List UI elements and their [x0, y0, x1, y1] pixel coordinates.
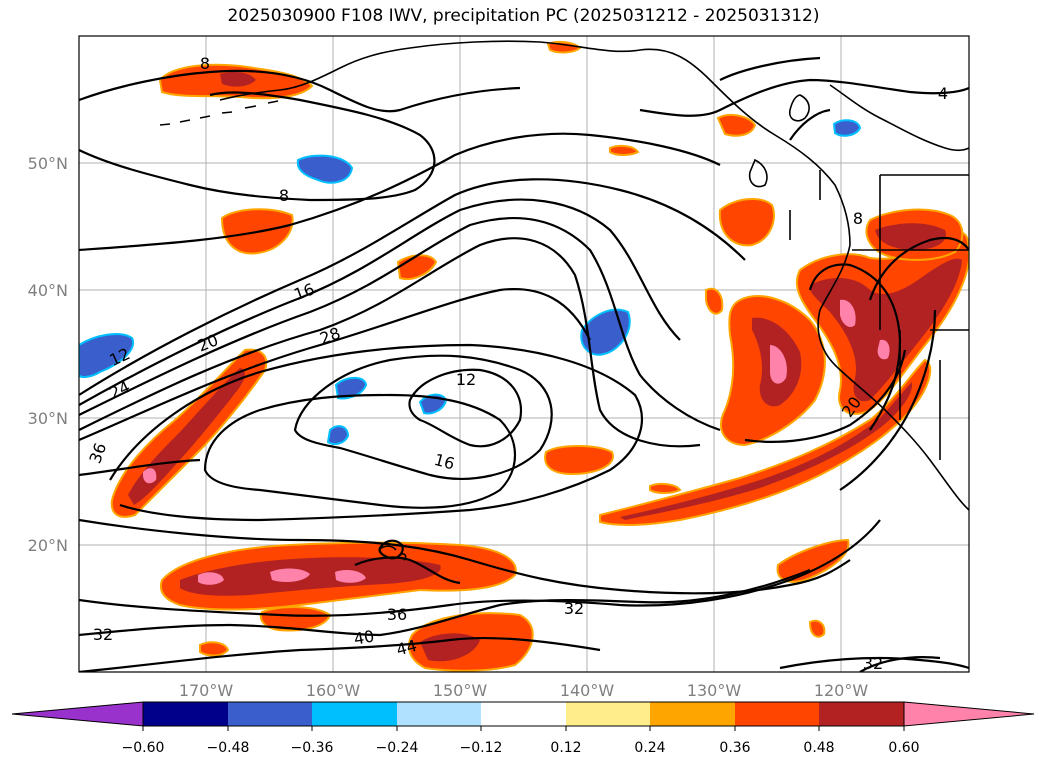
- colorbar-tick-label: −0.24: [376, 740, 419, 756]
- colorbar-tick-label: 0.36: [719, 740, 750, 756]
- lon-label: 140°W: [560, 681, 615, 700]
- contour-label: 16: [432, 450, 457, 474]
- contour-label: 32: [564, 599, 584, 618]
- colorbar-segment: [819, 702, 904, 726]
- contour-label: 8: [279, 186, 289, 205]
- colorbar-segment: [228, 702, 312, 726]
- longitude-labels: 170°W 160°W 150°W 140°W 130°W 120°W: [179, 681, 869, 700]
- colorbar-tick-label: 0.24: [634, 740, 665, 756]
- lon-label: 160°W: [306, 681, 361, 700]
- colorbar-tick-label: −0.60: [122, 740, 165, 756]
- lat-label: 40°N: [28, 281, 68, 300]
- lon-label: 130°W: [687, 681, 742, 700]
- negative-precip-areas: [79, 119, 862, 445]
- coastlines: [159, 40, 969, 561]
- colorbar-tick-label: −0.36: [291, 740, 334, 756]
- contour-label: 32: [93, 625, 113, 644]
- lon-label: 120°W: [814, 681, 869, 700]
- map-border: [78, 35, 970, 673]
- colorbar-tick-label: −0.12: [460, 740, 503, 756]
- colorbar: −0.60 −0.48 −0.36 −0.24 −0.12 0.12 0.24 …: [11, 701, 1035, 756]
- colorbar-outline: [142, 701, 905, 727]
- contour-label: 4: [938, 84, 948, 103]
- colorbar-segment: [481, 702, 566, 726]
- lat-label: 20°N: [28, 536, 68, 555]
- contour-label: 8: [200, 54, 210, 73]
- lon-label: 150°W: [433, 681, 488, 700]
- map-title: 2025030900 F108 IWV, precipitation PC (2…: [227, 6, 820, 26]
- latitude-labels: 50°N 40°N 30°N 20°N: [28, 154, 68, 555]
- colorbar-segment: [312, 702, 397, 726]
- contour-label: 12: [456, 370, 476, 389]
- colorbar-tick-label: −0.48: [207, 740, 250, 756]
- contour-label: 32: [863, 654, 883, 673]
- lat-label: 50°N: [28, 154, 68, 173]
- colorbar-segment: [143, 702, 228, 726]
- colorbar-ticks: [142, 726, 905, 731]
- colorbar-tick-label: 0.48: [803, 740, 834, 756]
- colorbar-high-extension: [903, 701, 1035, 727]
- contour-label: 44: [394, 636, 419, 660]
- colorbar-tick-label: 0.60: [888, 740, 919, 756]
- colorbar-low-extension: [11, 701, 144, 727]
- lon-label: 170°W: [179, 681, 234, 700]
- colorbar-segment: [735, 702, 819, 726]
- colorbar-tick-label: 0.12: [550, 740, 581, 756]
- positive-precip-areas: [110, 40, 969, 672]
- lat-label: 30°N: [28, 409, 68, 428]
- colorbar-segment: [397, 702, 481, 726]
- contour-label: 8: [853, 209, 863, 228]
- colorbar-segment: [566, 702, 650, 726]
- contour-label: 40: [352, 626, 375, 648]
- colorbar-segment: [650, 702, 735, 726]
- iwv-contours: [79, 56, 969, 672]
- contour-label: 36: [387, 605, 407, 624]
